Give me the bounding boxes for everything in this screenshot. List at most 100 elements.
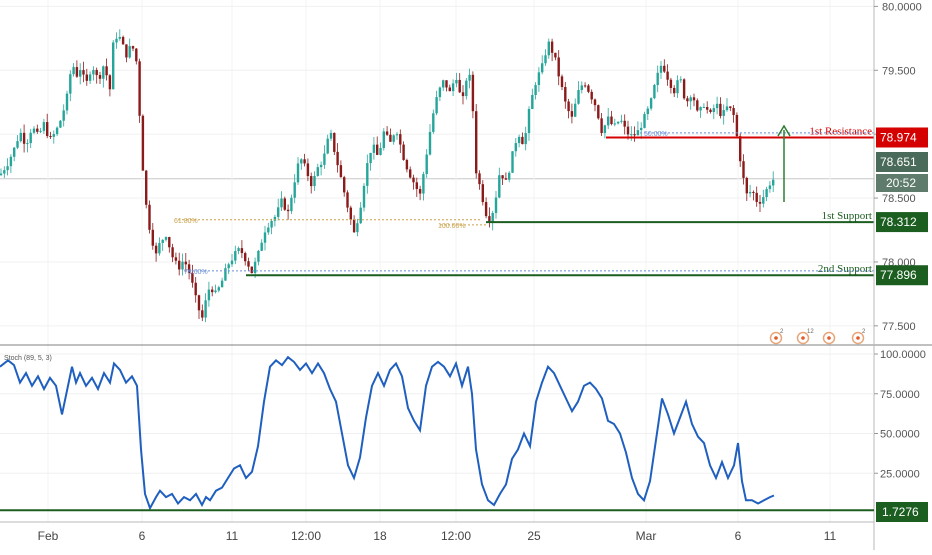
- candle-body: [405, 159, 409, 170]
- candle-body: [319, 164, 323, 168]
- candle-body: [270, 220, 273, 228]
- candle-body: [329, 132, 333, 139]
- candle-body: [409, 169, 412, 178]
- candle-body: [623, 120, 626, 127]
- candle-body: [748, 191, 752, 194]
- candle-body: [220, 280, 224, 288]
- candle-body: [567, 101, 570, 112]
- candle-body: [745, 177, 748, 194]
- time-tick-label: 6: [139, 529, 146, 543]
- level-tag-text: 78.974: [880, 130, 917, 144]
- candle-body: [39, 130, 42, 132]
- candle-body: [722, 110, 725, 116]
- candle-body: [412, 177, 415, 183]
- candle-body: [550, 41, 554, 53]
- time-tick-label: 25: [527, 529, 541, 543]
- candle-body: [293, 182, 296, 198]
- candle-body: [42, 122, 46, 131]
- level-tag-text: 78.312: [880, 215, 917, 229]
- event-icons[interactable]: 2 12 2: [769, 329, 867, 345]
- candle-body: [112, 42, 115, 90]
- candle-body: [633, 134, 636, 136]
- candle-body: [392, 135, 395, 142]
- candle-body: [527, 109, 531, 134]
- stoch-tick-label: 25.0000: [880, 468, 920, 480]
- candle-body: [765, 189, 768, 198]
- candle-body: [273, 216, 277, 221]
- candle-body: [541, 63, 544, 73]
- level-label: 1st Support: [822, 210, 872, 222]
- candle-body: [85, 74, 88, 81]
- candle-body: [125, 44, 128, 58]
- candle-body: [336, 151, 339, 166]
- candle-body: [267, 227, 270, 233]
- candle-body: [715, 103, 719, 109]
- candle-body: [13, 147, 16, 157]
- candle-body: [65, 93, 69, 111]
- candle-body: [26, 143, 29, 145]
- level-tag-bg: [876, 212, 928, 233]
- candle-body: [339, 165, 343, 178]
- candle-body: [597, 105, 600, 119]
- candle-body: [92, 69, 95, 75]
- candle-body: [557, 57, 560, 77]
- candle-body: [395, 134, 399, 136]
- candle-body: [418, 188, 422, 194]
- candle-body: [352, 219, 356, 233]
- candle-body: [656, 72, 659, 86]
- candle-body: [422, 174, 425, 194]
- candle-body: [768, 185, 772, 190]
- candle-body: [521, 136, 524, 145]
- candle-body: [514, 143, 517, 152]
- candle-body: [481, 184, 484, 203]
- candle-body: [643, 114, 646, 128]
- time-tick-label: 18: [373, 529, 387, 543]
- candle-body: [72, 67, 75, 75]
- candle-body: [468, 74, 471, 81]
- candle-body: [719, 103, 722, 116]
- levels: 1st Resistance 1st Support 2nd Support 61.8…: [174, 125, 874, 277]
- candle-body: [105, 66, 108, 76]
- candle-body: [131, 46, 135, 49]
- candle-body: [399, 134, 402, 145]
- candle-body: [772, 179, 775, 186]
- candle-body: [224, 268, 227, 281]
- candle-body: [415, 182, 418, 189]
- candle-body: [333, 132, 336, 152]
- fib-label: 61.80%: [174, 218, 198, 225]
- candle-body: [118, 36, 121, 39]
- stoch-indicator-label: Stoch (89, 5, 3): [4, 355, 52, 362]
- candle-body: [501, 175, 504, 179]
- level-price-tags: 78.974 78.312 77.896: [876, 127, 928, 286]
- candle-body: [303, 159, 306, 164]
- candle-body: [676, 80, 679, 94]
- candle-body: [603, 125, 607, 134]
- candle-body: [755, 192, 758, 202]
- candle-body: [164, 237, 168, 240]
- candle-body: [263, 232, 267, 243]
- candle-body: [313, 175, 316, 187]
- candle-body: [32, 128, 36, 133]
- projection-arrow: [777, 124, 791, 202]
- event-icon-dot: [856, 336, 860, 340]
- candle-body: [471, 74, 475, 112]
- candle-body: [79, 70, 82, 77]
- candle-body: [277, 207, 280, 217]
- candle-body: [484, 202, 488, 217]
- level-label: 2nd Support: [818, 263, 872, 275]
- time-axis[interactable]: Feb 6 11 12:00 18 12:00 25 Mar 6 11: [38, 529, 837, 543]
- candle-body: [49, 136, 52, 138]
- candle-body: [673, 87, 676, 94]
- candle-body: [554, 52, 557, 58]
- candle-body: [735, 114, 739, 137]
- candle-body: [580, 85, 583, 91]
- candle-body: [640, 127, 643, 131]
- candle-body: [102, 66, 105, 79]
- stoch-axis[interactable]: 100.0000 75.0000 50.0000 25.0000: [874, 349, 926, 480]
- candle-body: [610, 116, 613, 125]
- candle-body: [138, 61, 141, 116]
- stoch-pane-grid: [0, 353, 874, 474]
- candle-body: [626, 126, 630, 135]
- candle-body: [752, 191, 755, 193]
- candle-body: [343, 177, 346, 193]
